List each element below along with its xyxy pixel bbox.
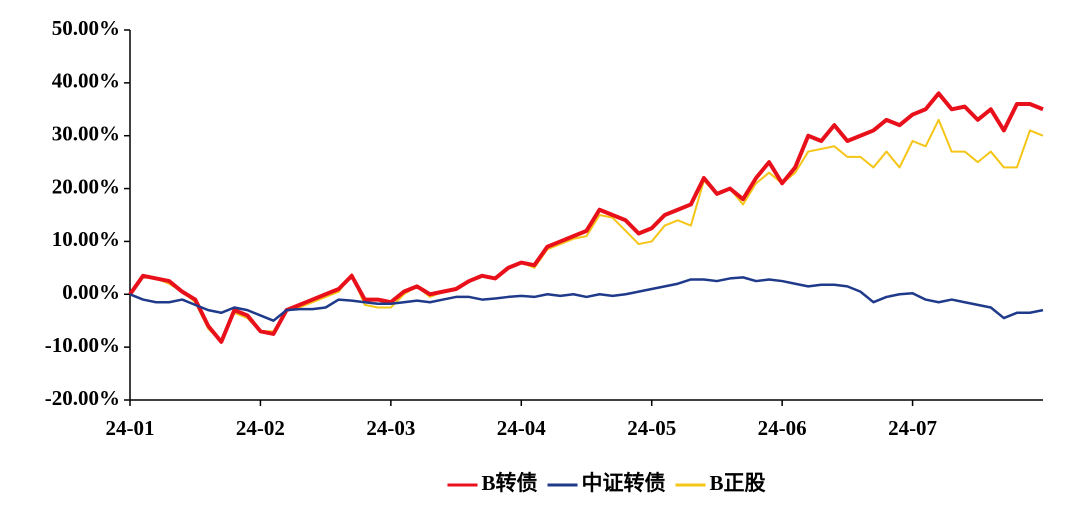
series-line bbox=[129, 276, 1044, 322]
x-tick-label: 24-01 bbox=[106, 416, 155, 440]
y-tick-label: 20.00% bbox=[52, 174, 120, 198]
x-tick-label: 24-03 bbox=[366, 416, 415, 440]
series-line bbox=[128, 91, 1044, 344]
y-tick-label: -20.00% bbox=[45, 386, 120, 410]
y-tick-label: 10.00% bbox=[52, 227, 120, 251]
x-tick-label: 24-05 bbox=[627, 416, 676, 440]
x-tick-label: 24-07 bbox=[888, 416, 937, 440]
legend-label: 中证转债 bbox=[582, 471, 666, 495]
y-tick-label: 40.00% bbox=[52, 69, 120, 93]
x-tick-label: 24-06 bbox=[758, 416, 807, 440]
y-tick-label: 0.00% bbox=[62, 280, 120, 304]
x-tick-label: 24-02 bbox=[236, 416, 285, 440]
y-tick-label: 50.00% bbox=[52, 16, 120, 40]
legend-label: B正股 bbox=[710, 471, 766, 495]
y-tick-label: -10.00% bbox=[45, 333, 120, 357]
y-tick-label: 30.00% bbox=[52, 122, 120, 146]
legend-label: B转债 bbox=[481, 471, 537, 495]
x-tick-label: 24-04 bbox=[497, 416, 546, 440]
